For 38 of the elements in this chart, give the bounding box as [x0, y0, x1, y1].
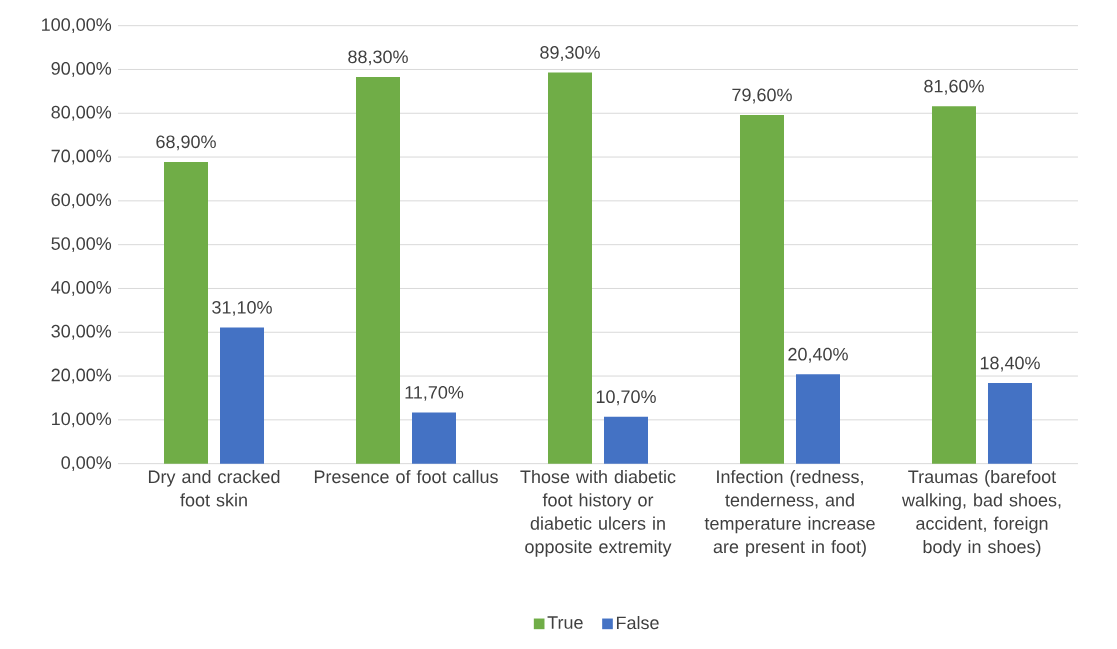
x-tick-label: Those with diabetic foot history or diabetic ulcers in opposite extremity: [520, 469, 676, 557]
y-tick-label: 90,00%: [51, 62, 112, 77]
y-tick-label: 60,00%: [51, 193, 112, 209]
data-label: 68,90%: [156, 135, 216, 151]
y-tick-label: 0,00%: [61, 456, 112, 472]
data-label: 20,40%: [788, 347, 848, 363]
y-tick-label: 50,00%: [51, 237, 112, 253]
data-label: 79,60%: [732, 88, 792, 104]
y-tick-label: 20,00%: [51, 368, 112, 384]
bar: [932, 106, 976, 464]
data-label: 89,30%: [540, 46, 600, 61]
bar: [220, 327, 265, 464]
bar: [796, 374, 840, 464]
bar: [164, 161, 209, 464]
x-tick-label: Infection (redness, tenderness, and temperature increase are present in foot): [704, 469, 875, 557]
data-label: 31,10%: [212, 300, 272, 316]
y-tick-label: 10,00%: [52, 412, 112, 428]
data-label: 11,70%: [405, 385, 464, 401]
bar: [604, 416, 648, 464]
x-tick-label: Dry and cracked foot skin: [148, 469, 280, 507]
bar: [412, 412, 456, 464]
y-tick-label: 80,00%: [51, 105, 112, 121]
bar: [987, 383, 1032, 464]
data-label: 88,30%: [348, 50, 408, 66]
bar: [356, 76, 400, 464]
bar: [740, 115, 784, 464]
data-label: 18,40%: [980, 356, 1040, 372]
y-tick-label: 70,00%: [51, 149, 112, 165]
legend-label: False: [616, 615, 659, 630]
x-tick-label: Presence of foot callus: [314, 469, 498, 484]
x-tick-label: Traumas (barefoot walking, bad shoes, accident, foreign body in shoes): [901, 469, 1061, 557]
data-label: 10,70%: [596, 390, 656, 406]
y-tick-label: 40,00%: [51, 281, 112, 296]
bar: [548, 72, 592, 464]
data-label: 81,60%: [924, 79, 984, 95]
y-tick-label: 100,00%: [42, 18, 112, 34]
legend-label: True: [547, 616, 583, 629]
y-tick-label: 30,00%: [51, 324, 112, 340]
